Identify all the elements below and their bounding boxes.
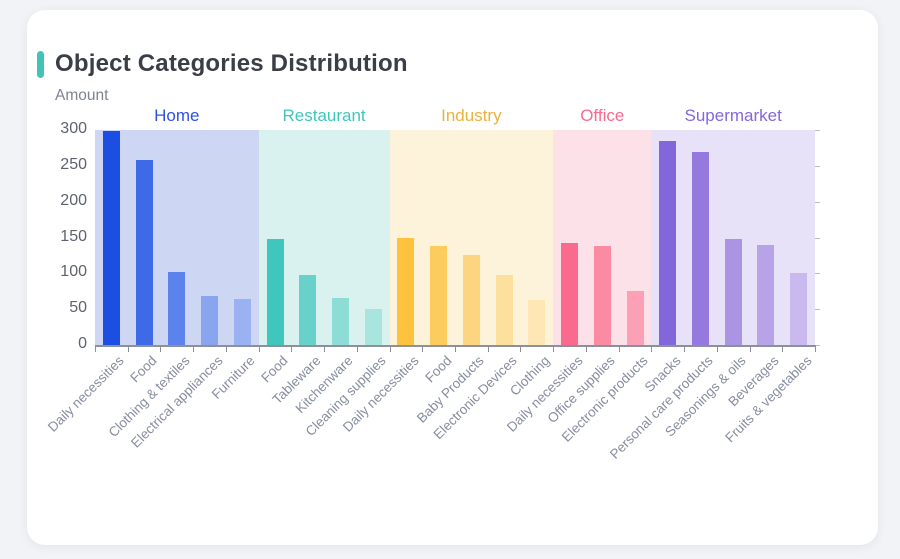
group-label-restaurant: Restaurant (282, 106, 366, 125)
x-axis-tick (618, 347, 620, 352)
x-axis-tick (815, 347, 816, 352)
bar-home-food[interactable] (135, 160, 153, 345)
x-axis-tick (389, 347, 391, 352)
y-tick-label-200: 200 (60, 191, 87, 209)
y-tick-label-300: 300 (60, 120, 87, 137)
y-tick-label-50: 50 (69, 299, 87, 317)
bar-office-daily-necessities[interactable] (561, 243, 579, 345)
bar-restaurant-food[interactable] (266, 238, 284, 345)
bar-industry-daily-necessities[interactable] (397, 237, 415, 345)
x-axis-line (95, 345, 816, 347)
x-axis-tick (258, 347, 260, 352)
x-axis-tick (749, 347, 751, 352)
y-axis-right-tick (815, 201, 820, 203)
y-tick-label-250: 250 (60, 155, 87, 173)
bar-supermarket-seasonings-oils[interactable] (724, 238, 742, 345)
x-axis-tick (684, 347, 686, 352)
group-label-supermarket: Supermarket (684, 106, 782, 125)
x-axis-tick (422, 347, 424, 352)
y-axis-right-tick (815, 130, 820, 131)
x-axis-tick (127, 347, 129, 352)
y-axis-right-tick (815, 165, 820, 167)
card-header: Object Categories Distribution (37, 50, 408, 78)
bar-home-furniture[interactable] (233, 299, 251, 345)
bar-supermarket-snacks[interactable] (659, 141, 677, 345)
bar-chart: Amount 0 50 100 150 200 250 300 Home Daily neces… (27, 10, 878, 545)
x-axis-tick (651, 347, 653, 352)
y-axis-right-tick (815, 345, 820, 346)
group-label-industry: Industry (441, 106, 502, 125)
bar-home-electrical-appliances[interactable] (201, 296, 219, 345)
x-axis-tick (585, 347, 587, 352)
bar-supermarket-beverages[interactable] (757, 244, 775, 345)
bar-office-electronic-products[interactable] (626, 291, 644, 345)
x-axis-tick (225, 347, 227, 352)
x-axis-tick (95, 347, 96, 352)
x-axis-tick (160, 347, 162, 352)
group-label-home: Home (154, 106, 200, 125)
bar-home-daily-necessities[interactable] (102, 131, 120, 345)
y-axis-right-tick (815, 273, 820, 275)
bar-supermarket-fruits-vegetables[interactable] (790, 272, 808, 345)
y-axis-label: Amount (55, 87, 109, 104)
title-accent-bar (37, 50, 44, 78)
y-tick-label-0: 0 (78, 335, 87, 352)
bar-restaurant-tableware[interactable] (299, 275, 317, 345)
y-tick-label-100: 100 (60, 263, 87, 281)
x-axis-tick (291, 347, 293, 352)
bar-industry-clothing[interactable] (528, 299, 546, 345)
x-axis-tick (356, 347, 358, 352)
x-axis-tick (716, 347, 718, 352)
bar-home-clothing-textiles[interactable] (168, 271, 186, 345)
y-axis-right-tick (815, 309, 820, 311)
x-axis-tick (455, 347, 456, 352)
x-axis-tick (193, 347, 195, 352)
bar-restaurant-cleaning-supplies[interactable] (364, 309, 382, 345)
y-axis-right-tick (815, 237, 820, 239)
bar-industry-electronic-devices[interactable] (495, 274, 513, 345)
y-tick-label-150: 150 (60, 227, 87, 245)
x-axis-tick (324, 347, 326, 352)
bar-office-office-supplies[interactable] (593, 246, 611, 345)
x-axis-tick (520, 347, 522, 352)
bar-supermarket-personal-care-products[interactable] (691, 151, 709, 345)
x-axis-tick (553, 347, 555, 352)
group-label-office: Office (580, 106, 625, 125)
bar-industry-food[interactable] (430, 246, 448, 345)
bar-industry-baby-products[interactable] (462, 254, 480, 345)
x-axis-tick (782, 347, 784, 352)
bar-restaurant-kitchenware[interactable] (331, 298, 349, 345)
x-axis-tick (487, 347, 489, 352)
chart-title: Object Categories Distribution (55, 50, 408, 77)
